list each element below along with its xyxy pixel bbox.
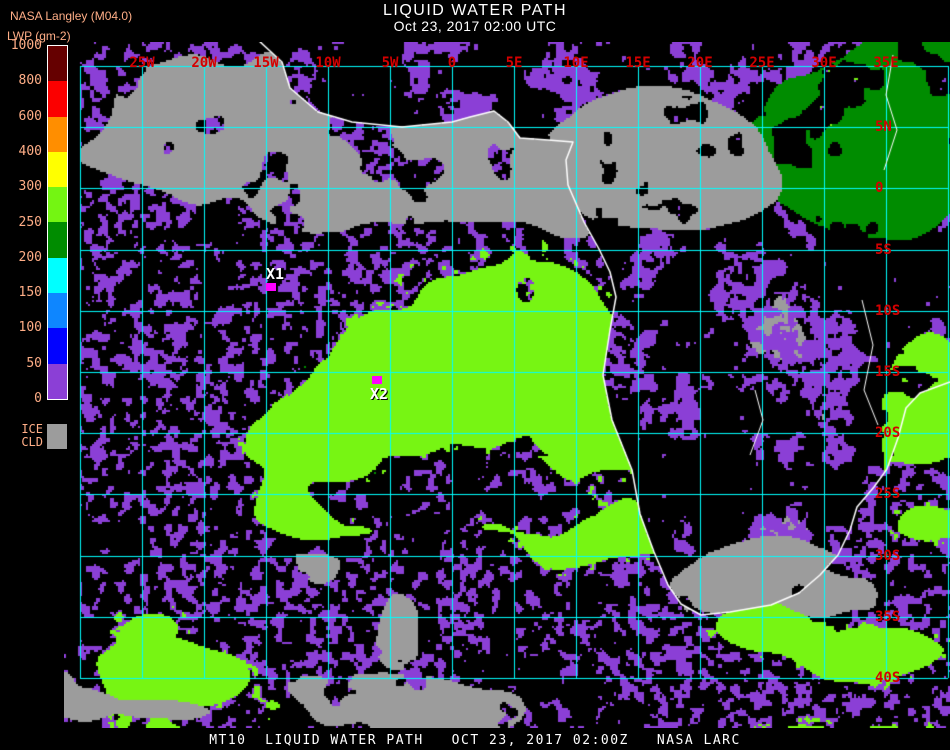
scale-tick-1000: 1000 [10, 38, 42, 53]
lon-label-0: 0 [447, 55, 457, 71]
scale-segment-6 [48, 257, 67, 294]
lwp-units-label: LWP (gm-2) [7, 29, 71, 43]
scale-tick-200: 200 [18, 249, 42, 265]
marker-dot-x2 [372, 376, 382, 384]
header: LIQUID WATER PATH Oct 23, 2017 02:00 UTC [0, 2, 950, 34]
ice-cloud-label-line2: CLD [21, 435, 43, 449]
scale-tick-800: 800 [18, 73, 42, 89]
scale-segment-3 [48, 151, 67, 188]
scale-tick-0: 0 [34, 391, 42, 406]
scale-tick-600: 600 [18, 108, 42, 124]
marker-dot-x1 [266, 283, 276, 291]
scale-tick-100: 100 [18, 320, 42, 336]
scale-segment-2 [48, 116, 67, 152]
lon-label-30E: 30E [811, 55, 837, 71]
page-subtitle: Oct 23, 2017 02:00 UTC [393, 18, 557, 34]
lat-label-40S: 40S [875, 670, 901, 686]
scale-tick-400: 400 [18, 143, 42, 159]
ice-cloud-swatch [47, 424, 67, 449]
lat-label-25S: 25S [875, 486, 901, 503]
scale-segment-9 [48, 363, 67, 399]
lon-label-20W: 20W [191, 55, 217, 71]
marker-label-x2: X2 [370, 385, 389, 403]
ice-cloud-label-line1: ICE [21, 422, 43, 436]
footer-status-bar: MT10 LIQUID WATER PATH OCT 23, 2017 02:0… [209, 733, 741, 748]
scale-tick-150: 150 [18, 285, 42, 301]
lat-label-30S: 30S [875, 547, 901, 564]
lat-label-35S: 35S [875, 608, 901, 625]
lat-label-5S: 5S [875, 241, 892, 258]
scale-segment-1 [48, 81, 67, 117]
lat-label-0: 0 [875, 180, 884, 197]
scale-segment-0 [48, 46, 67, 82]
lon-label-10E: 10E [563, 55, 589, 71]
scale-tick-250: 250 [18, 214, 42, 230]
scale-segment-7 [48, 293, 67, 329]
scale-tick-300: 300 [18, 179, 42, 195]
lat-label-5N: 5N [875, 119, 892, 136]
scale-segment-4 [48, 187, 67, 223]
page-title: LIQUID WATER PATH [382, 2, 568, 19]
lon-label-25E: 25E [749, 55, 775, 71]
lat-label-20S: 20S [875, 425, 901, 442]
marker-label-x1: X1 [266, 265, 285, 283]
lat-label-10S: 10S [875, 302, 901, 319]
lon-label-5E: 5E [505, 55, 523, 71]
lat-label-15S: 15S [875, 364, 901, 380]
scale-segment-5 [48, 222, 67, 258]
lon-label-35E: 35E [873, 55, 899, 71]
scale-segment-8 [48, 328, 67, 364]
lon-label-15E: 15E [625, 55, 651, 71]
credit-label: NASA Langley (M04.0) [10, 9, 133, 23]
lon-label-15W: 15W [253, 55, 279, 71]
scale-tick-50: 50 [26, 355, 42, 371]
lon-label-5W: 5W [381, 55, 399, 71]
lon-label-25W: 25W [129, 55, 155, 71]
lon-label-20E: 20E [687, 55, 713, 71]
color-scale-bar [47, 45, 68, 400]
map-canvas[interactable] [64, 42, 950, 728]
lon-label-10W: 10W [315, 55, 341, 71]
